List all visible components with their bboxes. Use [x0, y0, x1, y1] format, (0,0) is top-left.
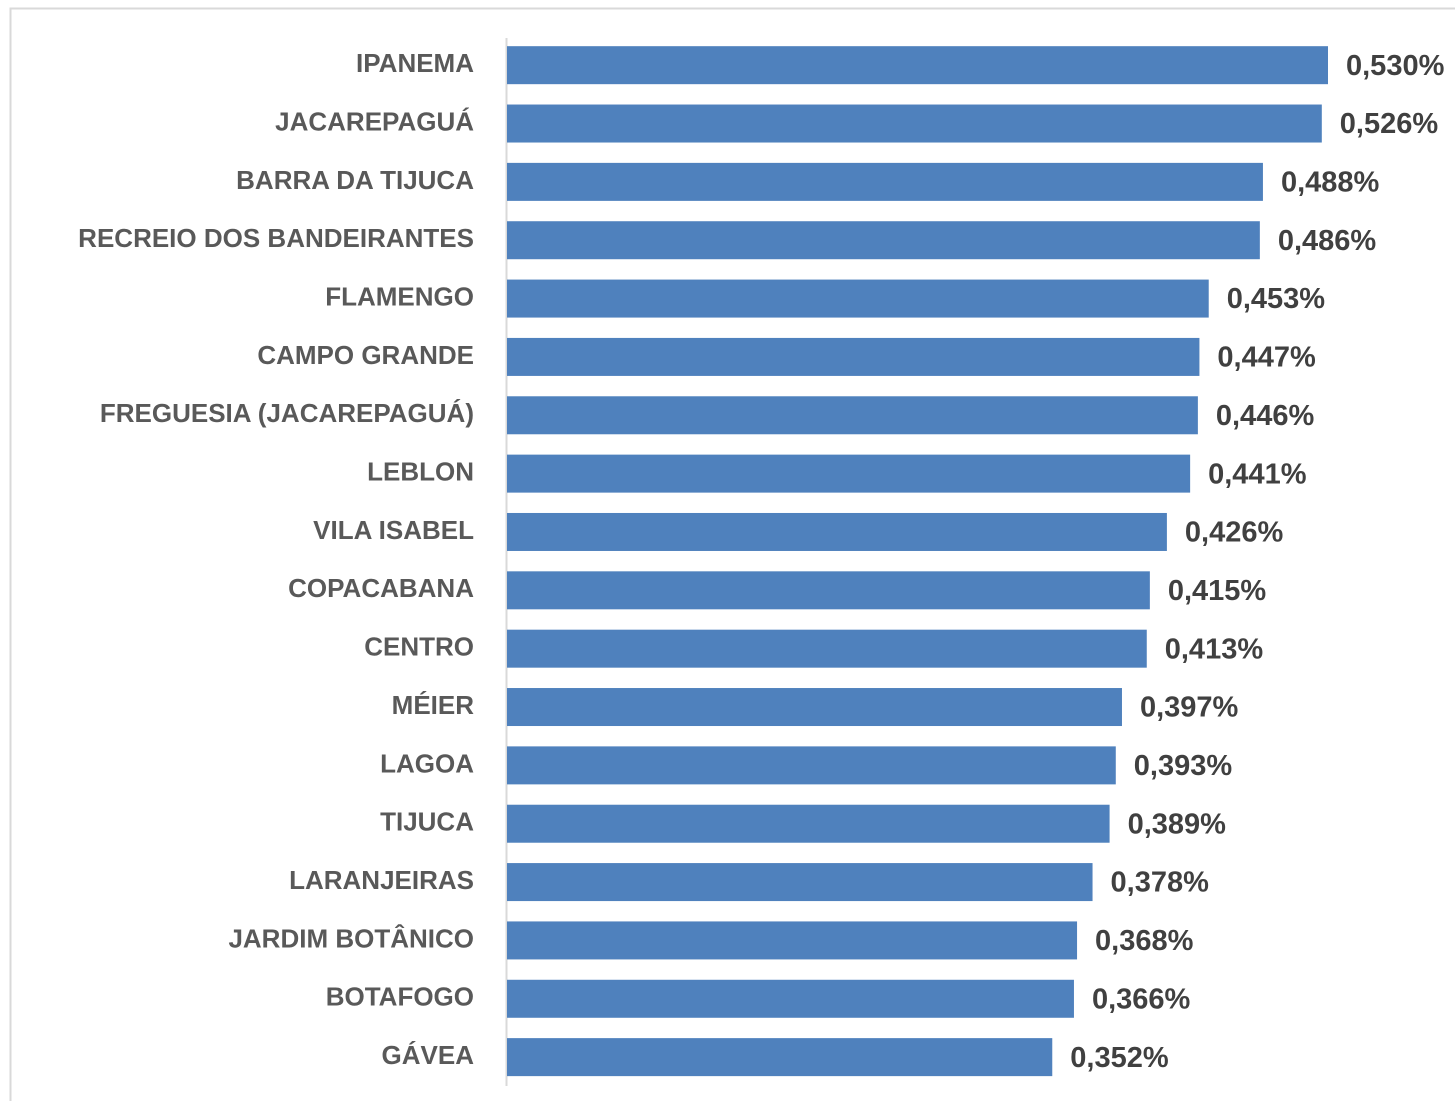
category-label: CENTRO: [364, 632, 474, 662]
value-label: 0,530%: [1346, 50, 1445, 82]
category-label: BARRA DA TIJUCA: [236, 165, 474, 195]
category-label: LAGOA: [380, 748, 474, 778]
bar: [507, 396, 1198, 435]
category-label: FLAMENGO: [325, 281, 474, 311]
category-label: RECREIO DOS BANDEIRANTES: [78, 223, 474, 253]
category-label: TIJUCA: [380, 807, 474, 837]
value-label: 0,453%: [1227, 283, 1326, 315]
value-label: 0,378%: [1111, 867, 1210, 899]
category-label: GÁVEA: [382, 1040, 475, 1070]
bar: [507, 629, 1147, 668]
value-label: 0,397%: [1140, 692, 1239, 724]
value-label: 0,389%: [1128, 808, 1227, 840]
bar: [507, 337, 1200, 376]
bar: [507, 221, 1260, 260]
bar: [507, 46, 1328, 85]
value-label: 0,368%: [1095, 925, 1194, 957]
bar: [507, 804, 1110, 843]
bar: [507, 746, 1116, 785]
category-label: JARDIM BOTÂNICO: [228, 923, 474, 953]
value-label: 0,366%: [1092, 983, 1191, 1015]
bar: [507, 104, 1322, 143]
value-label: 0,488%: [1281, 167, 1380, 199]
bar: [507, 1038, 1053, 1077]
category-label: MÉIER: [392, 690, 475, 720]
value-label: 0,447%: [1217, 342, 1316, 374]
bar: [507, 979, 1074, 1018]
value-label: 0,393%: [1134, 750, 1233, 782]
bar: [507, 921, 1078, 960]
bar: [507, 863, 1093, 902]
category-label: VILA ISABEL: [313, 515, 474, 545]
bar: [507, 162, 1263, 201]
value-label: 0,441%: [1208, 458, 1307, 490]
bar: [507, 571, 1150, 610]
category-label: CAMPO GRANDE: [257, 340, 474, 370]
bar: [507, 688, 1122, 727]
category-label: COPACABANA: [288, 573, 474, 603]
category-label: LARANJEIRAS: [289, 865, 474, 895]
value-label: 0,486%: [1278, 225, 1377, 257]
value-label: 0,526%: [1340, 108, 1439, 140]
value-label: 0,426%: [1185, 517, 1284, 549]
bar: [507, 279, 1209, 318]
value-label: 0,446%: [1216, 400, 1315, 432]
value-label: 0,413%: [1165, 633, 1264, 665]
bar: [507, 512, 1167, 551]
value-label: 0,352%: [1070, 1042, 1169, 1074]
value-label: 0,415%: [1168, 575, 1267, 607]
category-label: LEBLON: [367, 457, 474, 487]
category-label: IPANEMA: [356, 48, 474, 78]
category-label: JACAREPAGUÁ: [275, 106, 474, 136]
category-label: FREGUESIA (JACAREPAGUÁ): [100, 398, 474, 428]
bar: [507, 454, 1191, 493]
category-label: BOTAFOGO: [326, 982, 474, 1012]
